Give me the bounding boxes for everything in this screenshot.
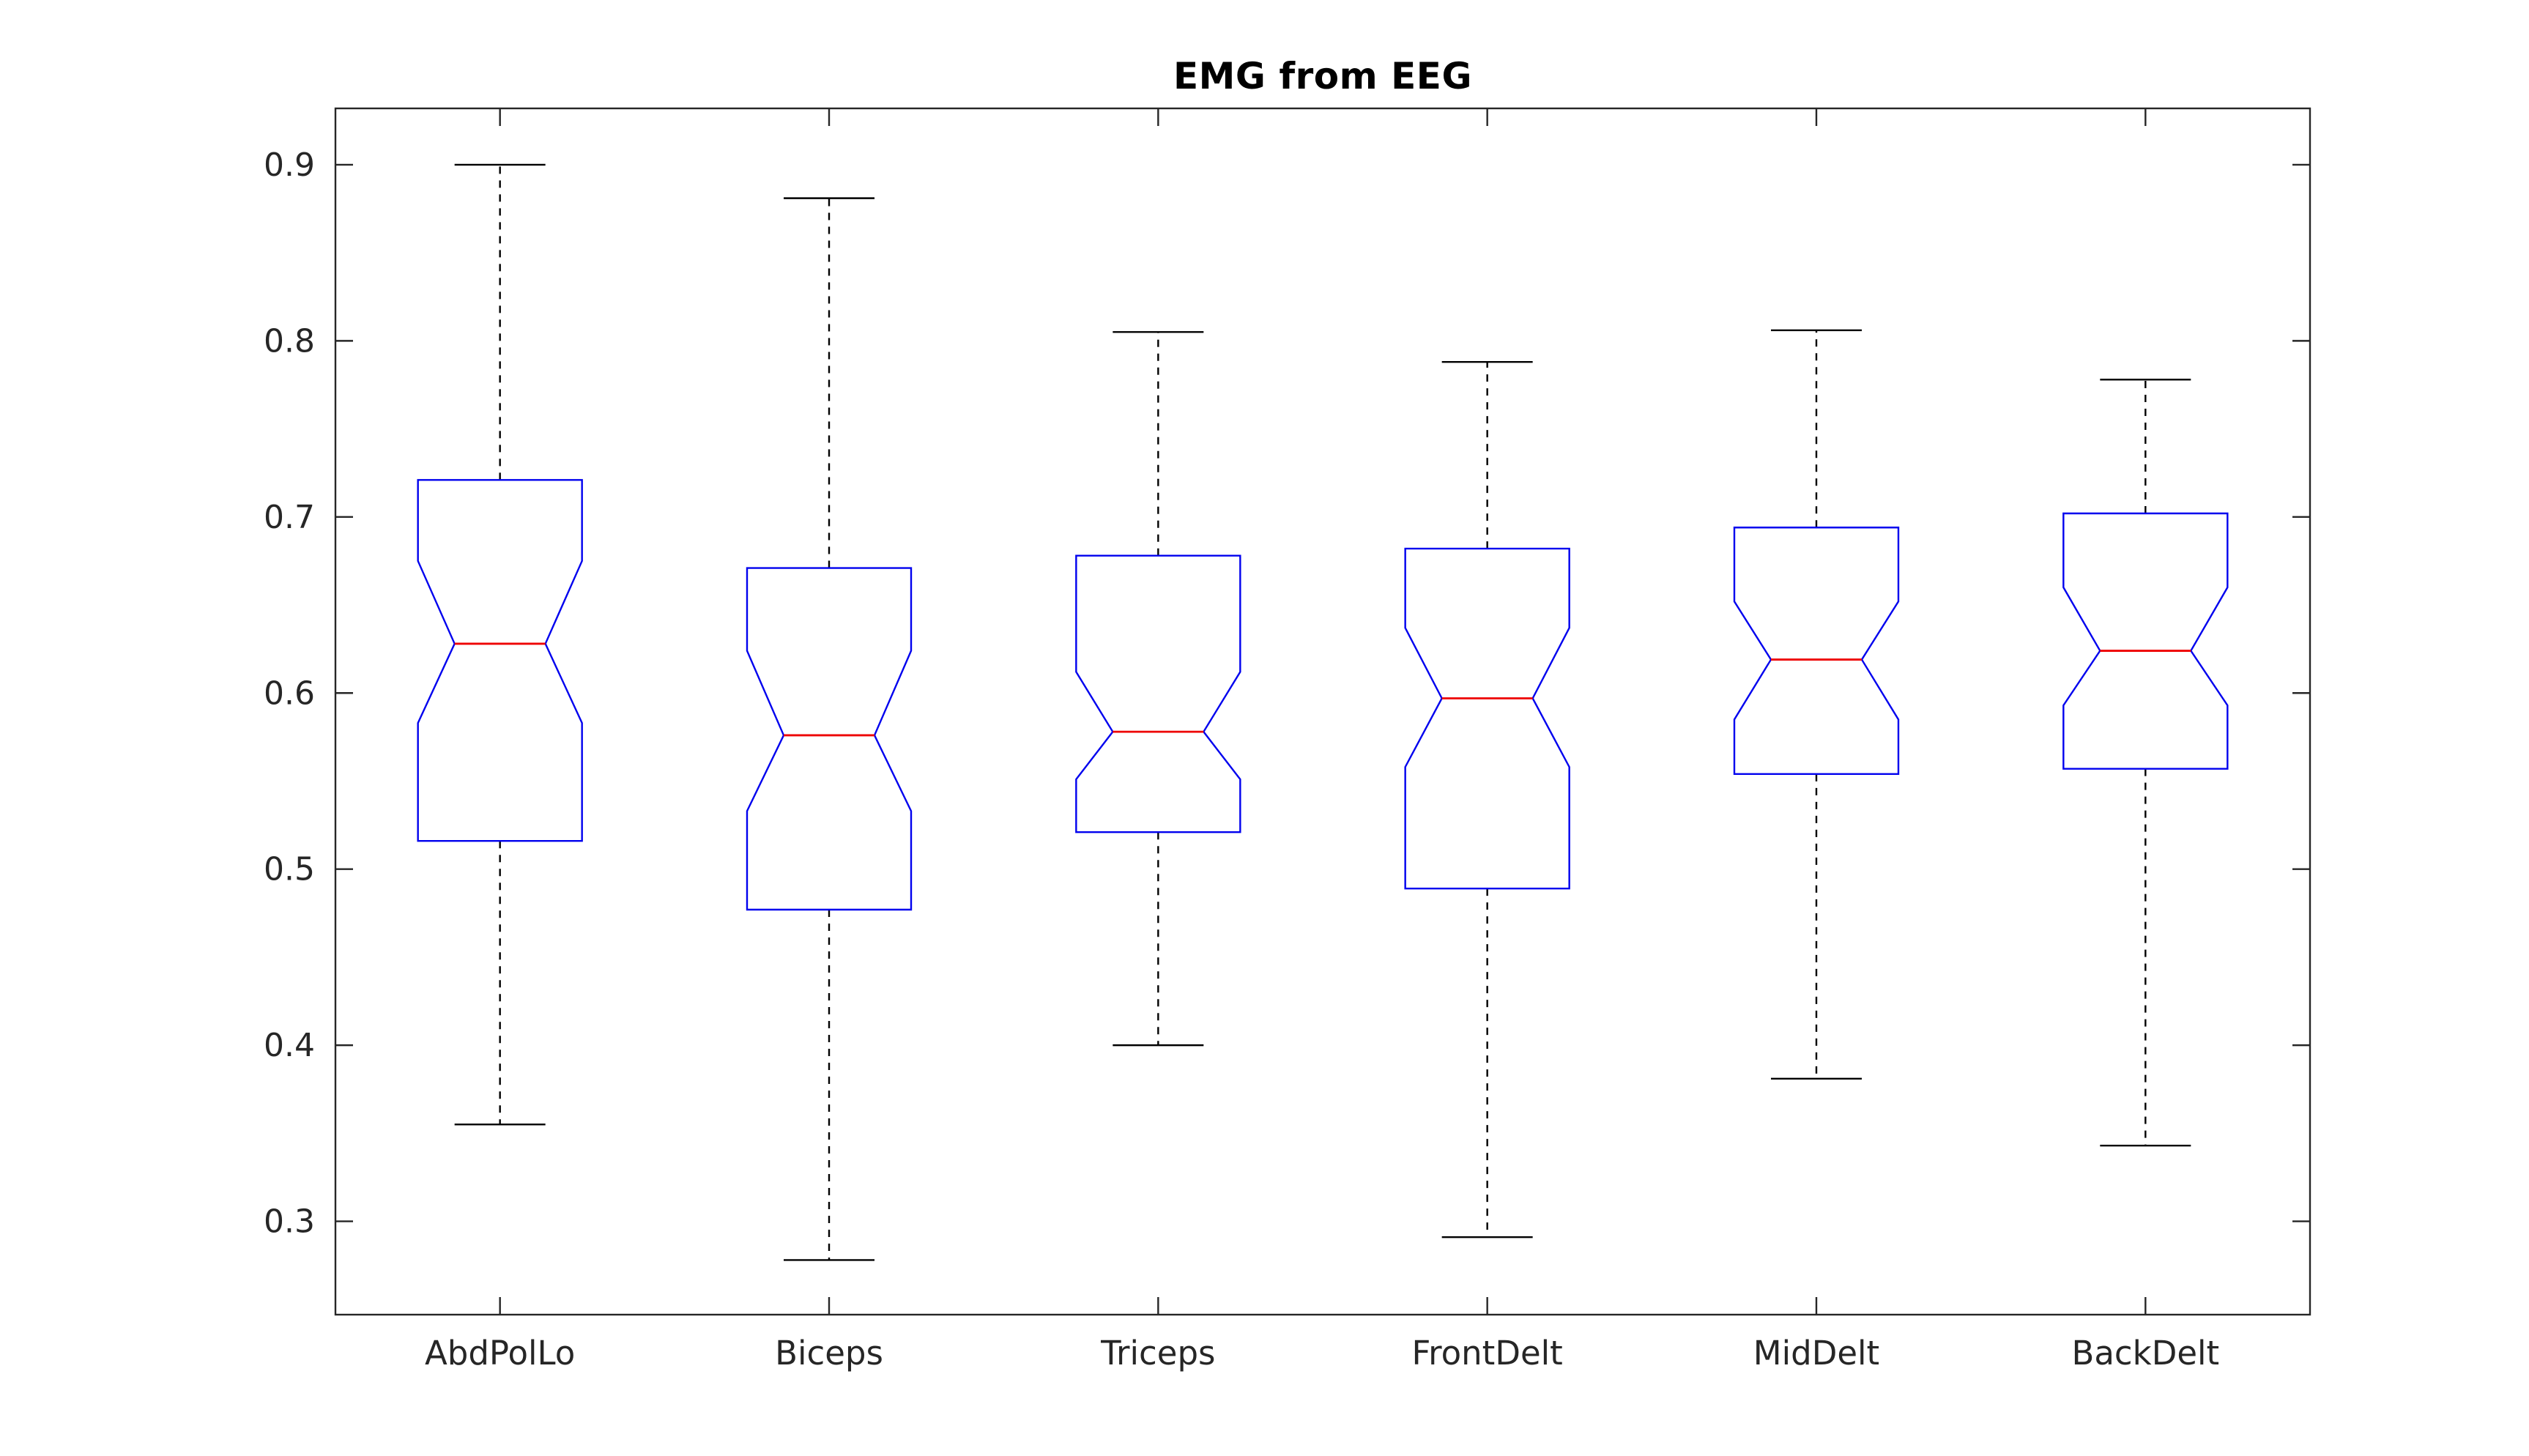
x-tick-label: BackDelt [2071,1334,2219,1373]
y-tick-label: 0.6 [264,675,315,712]
y-tick-label: 0.5 [264,851,315,888]
notched-box [746,567,913,911]
axes-frame [334,107,2311,1316]
notched-box [2062,512,2229,770]
y-tick-label: 0.7 [264,499,315,536]
x-tick-label: MidDelt [1753,1334,1879,1373]
chart-title: EMG from EEG [1173,55,1472,97]
y-tick-label: 0.9 [264,146,315,184]
plot-area [335,108,2310,1315]
x-tick-label: Triceps [1100,1334,1215,1373]
notched-box [1075,554,1241,833]
y-tick-label: 0.8 [264,322,315,360]
notched-box [1733,527,1900,776]
y-tick-label: 0.3 [264,1203,315,1241]
x-tick-label: Biceps [775,1334,883,1373]
notched-box [1404,547,1570,890]
y-tick-label: 0.4 [264,1027,315,1064]
x-tick-label: FrontDelt [1412,1334,1563,1373]
notched-box [417,479,583,842]
x-tick-label: AbdPolLo [425,1334,575,1373]
